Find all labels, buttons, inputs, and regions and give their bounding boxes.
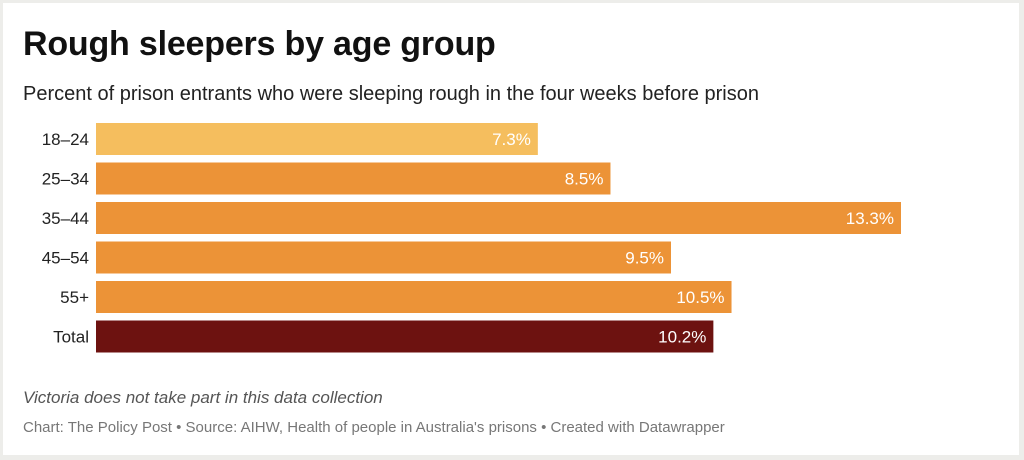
chart-subtitle: Percent of prison entrants who were slee…	[23, 83, 759, 105]
bar-chart: 18–24 7.3% 25–34 8.5% 35–44 13.3% 45–54 9.5% 55+…	[42, 123, 901, 353]
bar-6	[96, 320, 714, 353]
value-label: 8.5%	[565, 170, 604, 189]
category-label: 25–34	[42, 170, 89, 189]
value-label: 10.2%	[658, 328, 706, 347]
value-label: 13.3%	[846, 209, 894, 228]
category-label: 45–54	[42, 249, 89, 268]
category-label: 55+	[60, 288, 89, 307]
bar-4	[96, 241, 671, 274]
category-label: 35–44	[42, 209, 89, 228]
category-label: Total	[53, 328, 89, 347]
bar-3	[96, 202, 901, 234]
category-label: 18–24	[42, 130, 89, 149]
chart-card: Rough sleepers by age group Percent of p…	[3, 3, 1019, 455]
value-label: 7.3%	[492, 130, 531, 149]
chart-title: Rough sleepers by age group	[23, 25, 496, 63]
chart-note: Victoria does not take part in this data…	[23, 388, 383, 407]
bar-5	[96, 281, 732, 313]
value-label: 10.5%	[676, 288, 724, 307]
bar-2	[96, 162, 611, 195]
value-label: 9.5%	[625, 249, 664, 268]
chart-credits: Chart: The Policy Post • Source: AIHW, H…	[23, 419, 725, 436]
bar-1	[96, 123, 538, 155]
